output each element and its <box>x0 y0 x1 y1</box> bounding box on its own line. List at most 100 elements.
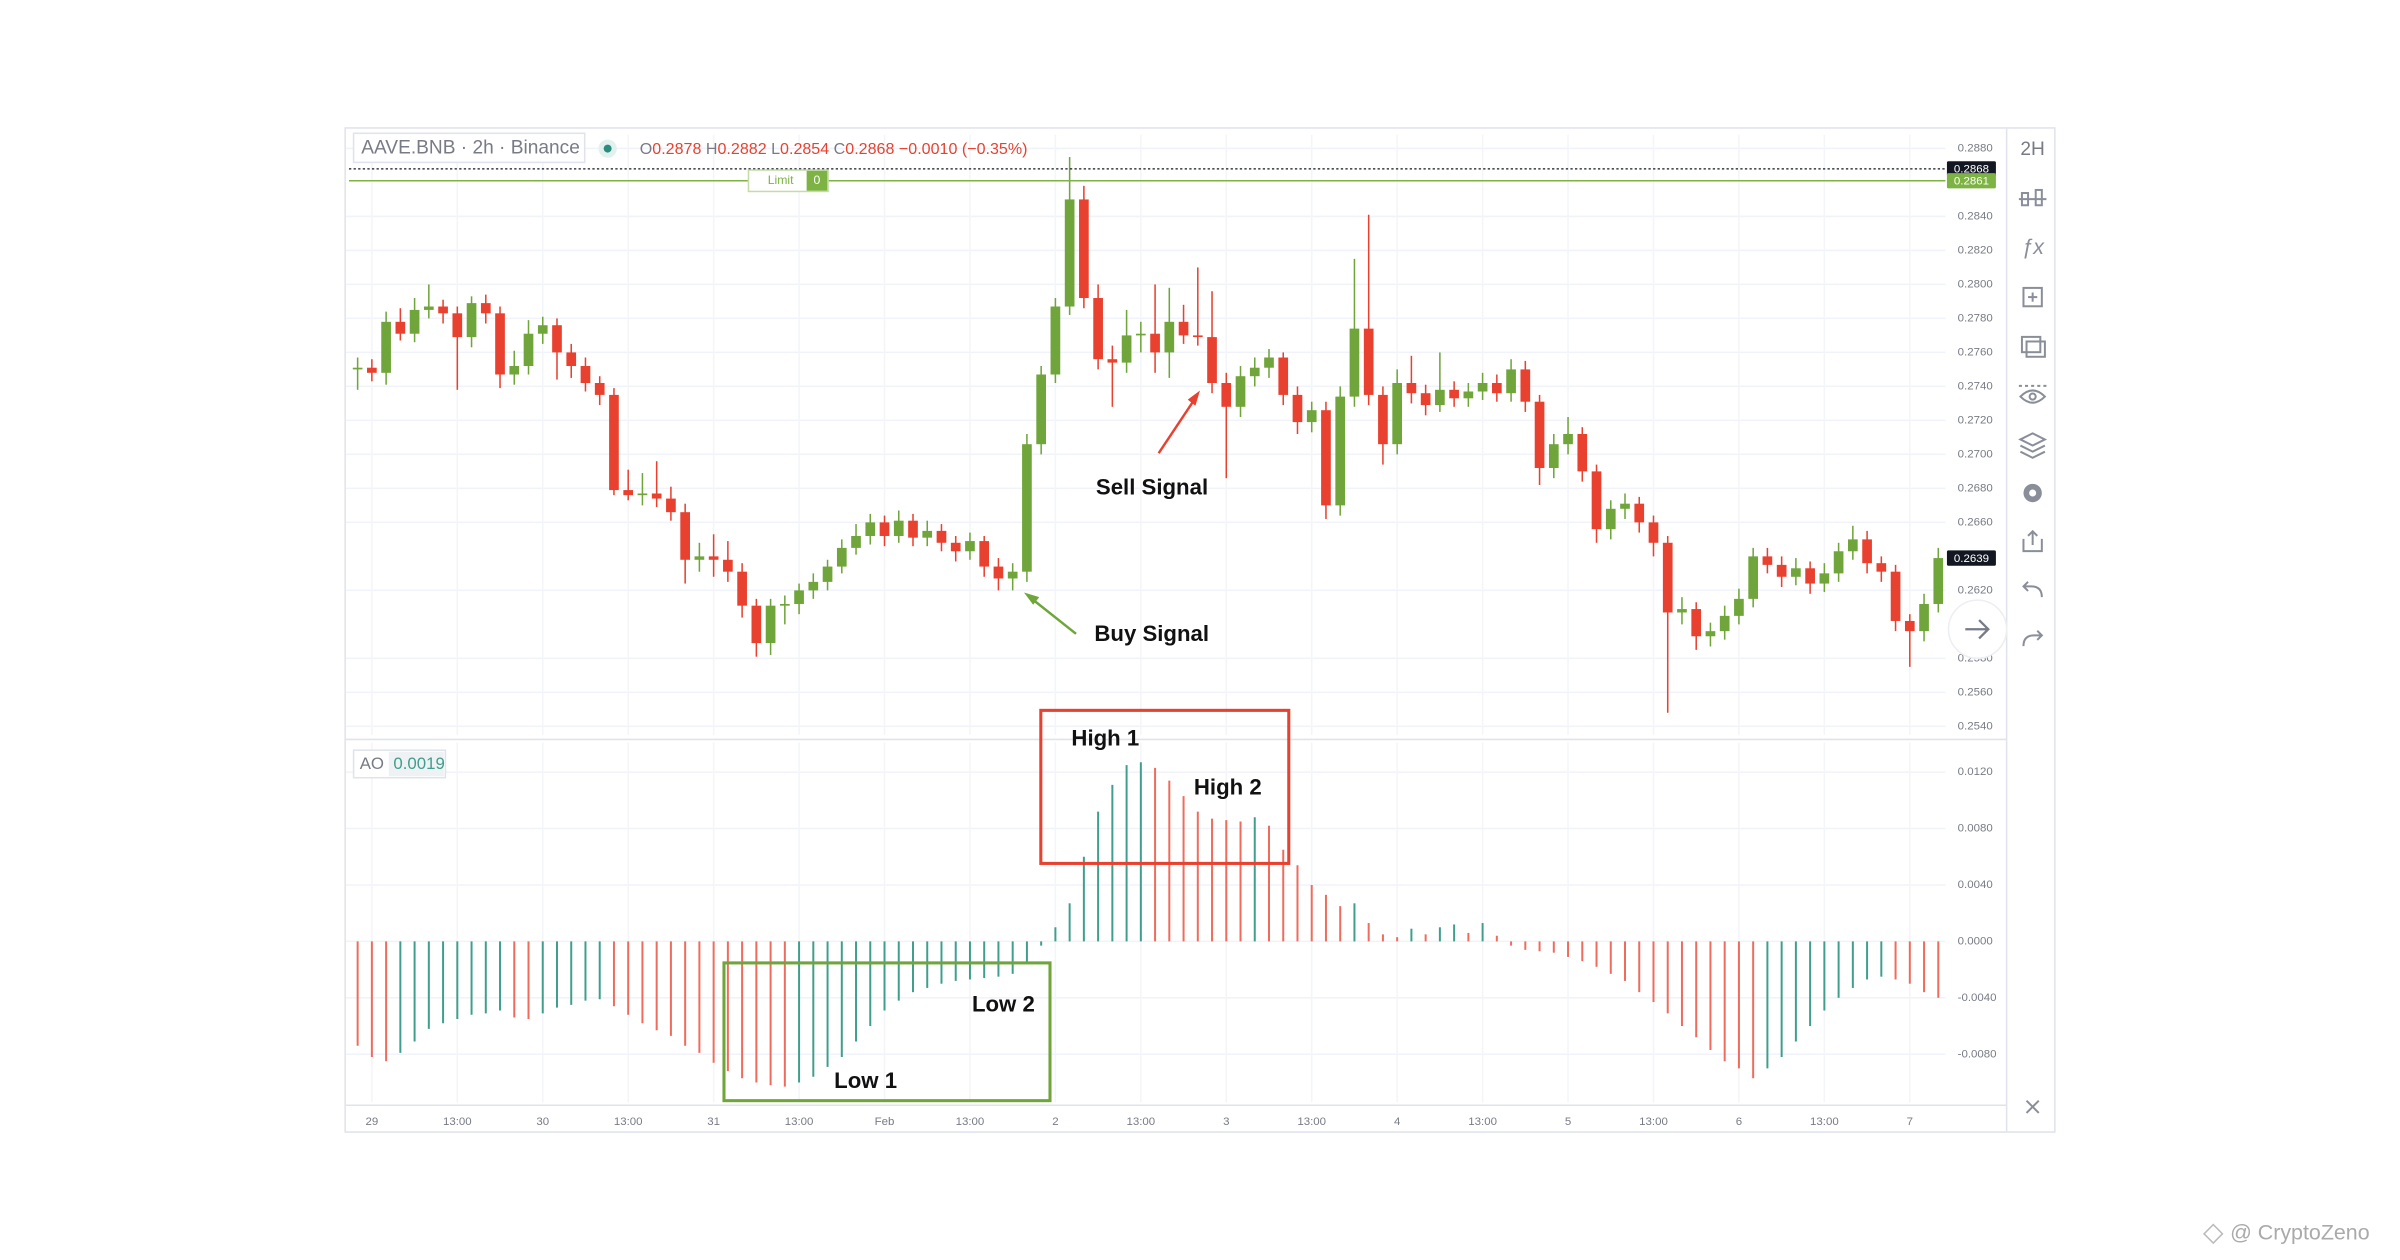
highs-box <box>1039 708 1291 865</box>
candle-body <box>1734 598 1744 616</box>
candle-body <box>1150 333 1160 353</box>
candle-body <box>1833 551 1844 574</box>
candle-body <box>1919 603 1929 632</box>
x-tick-label: 13:00 <box>1297 1116 1326 1128</box>
candle-body <box>1904 620 1915 632</box>
candle-body <box>1221 383 1232 407</box>
candle-body <box>765 605 776 644</box>
candle-body <box>836 547 847 567</box>
annotation: Low 2 <box>972 992 1035 1017</box>
candle-body <box>936 530 947 543</box>
candle-body <box>1235 376 1246 407</box>
candle-body <box>1022 444 1032 572</box>
indicators-icon[interactable]: ƒx <box>2021 235 2045 259</box>
sell-arrow <box>1157 390 1200 454</box>
candle-body <box>708 556 719 560</box>
candle-body <box>1192 335 1203 338</box>
candle-body <box>651 493 662 499</box>
x-tick-label: 13:00 <box>785 1116 814 1128</box>
candle-body <box>1363 328 1374 395</box>
candle-body <box>1036 374 1046 445</box>
share-icon[interactable] <box>2022 529 2043 553</box>
candle-body <box>993 566 1004 579</box>
toolbar-icons: ƒx <box>2018 188 2048 1114</box>
candle-body <box>851 535 861 548</box>
candle-body <box>694 556 705 560</box>
candle-body <box>409 309 420 334</box>
x-tick-label: 31 <box>707 1116 720 1128</box>
candle-body <box>1164 321 1175 353</box>
y-tick-label: 0.2820 <box>1958 244 1993 256</box>
x-tick-label: 13:00 <box>614 1116 643 1128</box>
watermark-icon <box>2202 1223 2224 1245</box>
candle-body <box>1492 383 1502 394</box>
candle-body <box>1862 539 1872 564</box>
candle-body <box>965 541 975 552</box>
candle-body <box>1406 383 1417 394</box>
candles-icon[interactable] <box>2018 188 2047 207</box>
symbol-box[interactable] <box>352 132 586 164</box>
candle-body <box>666 498 676 513</box>
candle-body <box>1805 568 1815 584</box>
candle-body <box>1292 394 1303 423</box>
candle-body <box>1463 391 1474 399</box>
layers-icon[interactable] <box>2018 432 2048 459</box>
candle-body <box>1591 471 1602 530</box>
y-tick-label: 0.2800 <box>1958 278 1993 290</box>
candle-body <box>623 490 634 496</box>
interval-button[interactable]: 2H <box>2020 139 2044 160</box>
eye-icon[interactable] <box>2018 384 2047 404</box>
candle-body <box>1107 359 1118 363</box>
candle-body <box>680 512 690 560</box>
y-tick-label: 0.2660 <box>1958 516 1993 528</box>
annotation: High 2 <box>1194 774 1262 799</box>
candle-body <box>1420 393 1431 406</box>
annotation: Low 1 <box>834 1068 897 1093</box>
ohlc-key: H <box>706 140 718 158</box>
candle-body <box>1207 337 1217 384</box>
y-tick-label: 0.2540 <box>1958 720 1993 732</box>
y-tick-label: 0.2680 <box>1958 482 1993 494</box>
close-icon[interactable] <box>2025 1099 2040 1114</box>
ohlc-value: 0.2878 <box>652 140 701 158</box>
candle-body <box>779 603 790 606</box>
y-tick-label: -0.0040 <box>1958 992 1997 1004</box>
candle-body <box>865 522 876 536</box>
x-tick-label: 6 <box>1736 1116 1742 1128</box>
candle-body <box>1534 401 1545 468</box>
undo-icon[interactable] <box>2022 581 2043 598</box>
ohlc-legend: O0.2878 H0.2882 L0.2854 C0.2868 −0.0010 … <box>640 140 1028 158</box>
candle-body <box>1548 444 1559 468</box>
candle-body <box>1933 558 1944 604</box>
annotation: Sell Signal <box>1096 474 1208 499</box>
candle-body <box>1705 631 1716 637</box>
candle-body <box>723 559 733 572</box>
settings-icon[interactable] <box>2023 483 2042 503</box>
candle-body <box>1648 522 1659 543</box>
compare-icon[interactable] <box>2020 335 2046 358</box>
redo-icon[interactable] <box>2022 630 2044 647</box>
scroll-button[interactable] <box>1947 599 2008 660</box>
candle-body <box>979 541 990 567</box>
candle-body <box>480 303 491 314</box>
candle-body <box>609 394 619 491</box>
annotation: Buy Signal <box>1094 621 1209 646</box>
candle-body <box>395 321 406 334</box>
candle-body <box>1449 389 1459 399</box>
x-tick-label: 30 <box>536 1116 549 1128</box>
lows-box <box>722 961 1052 1103</box>
candle-body <box>594 383 605 395</box>
y-tick-label: 0.2780 <box>1958 312 1993 324</box>
candle-body <box>794 590 804 604</box>
x-tick-label: 13:00 <box>1468 1116 1497 1128</box>
ohlc-key: C <box>834 140 846 158</box>
candle-body <box>537 325 548 334</box>
candle-body <box>1506 369 1516 394</box>
object-icon[interactable] <box>2022 286 2043 308</box>
x-tick-label: 2 <box>1052 1116 1058 1128</box>
candle-body <box>922 530 933 538</box>
candle-body <box>1392 383 1403 445</box>
ohlc-value: 0.2868 <box>845 140 894 158</box>
